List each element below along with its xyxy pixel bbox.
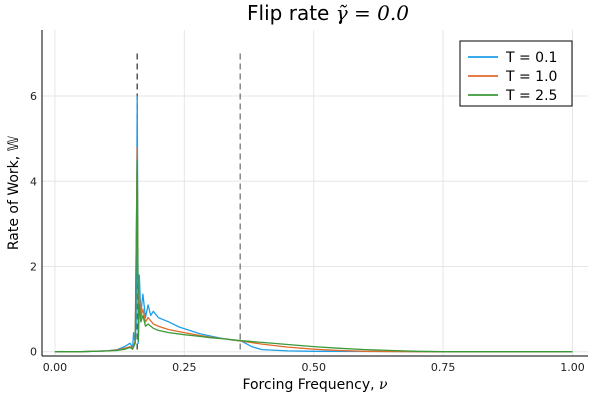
y-axis-label: Rate of Work, 𝕎: [6, 135, 22, 250]
series-line: [54, 159, 573, 353]
legend-label: T = 0.1: [505, 50, 557, 66]
data-series: [54, 95, 573, 353]
legend: T = 0.1 T = 1.0 T = 2.5: [459, 40, 573, 107]
x-axis-label: Forcing Frequency, ν: [242, 377, 388, 393]
x-tick-label: 0.25: [172, 361, 197, 374]
y-tick-label: 6: [30, 90, 37, 103]
legend-label: T = 1.0: [505, 69, 557, 85]
y-tick-label: 2: [30, 261, 37, 274]
legend-label: T = 2.5: [505, 88, 557, 104]
x-tick-label: 1.00: [560, 361, 585, 374]
x-tick-label: 0.75: [431, 361, 456, 374]
y-tick-label: 0: [30, 346, 37, 359]
x-tick-label: 0.50: [301, 361, 326, 374]
series-line: [54, 95, 573, 353]
y-axis-ticks: 0 2 4 6: [30, 90, 37, 359]
x-tick-label: 0.00: [43, 361, 68, 374]
x-axis-ticks: 0.00 0.25 0.50 0.75 1.00: [43, 361, 585, 374]
y-tick-label: 4: [30, 175, 37, 188]
series-line: [54, 146, 573, 353]
chart-title: Flip rate γ̃ = 0.0: [247, 1, 409, 25]
